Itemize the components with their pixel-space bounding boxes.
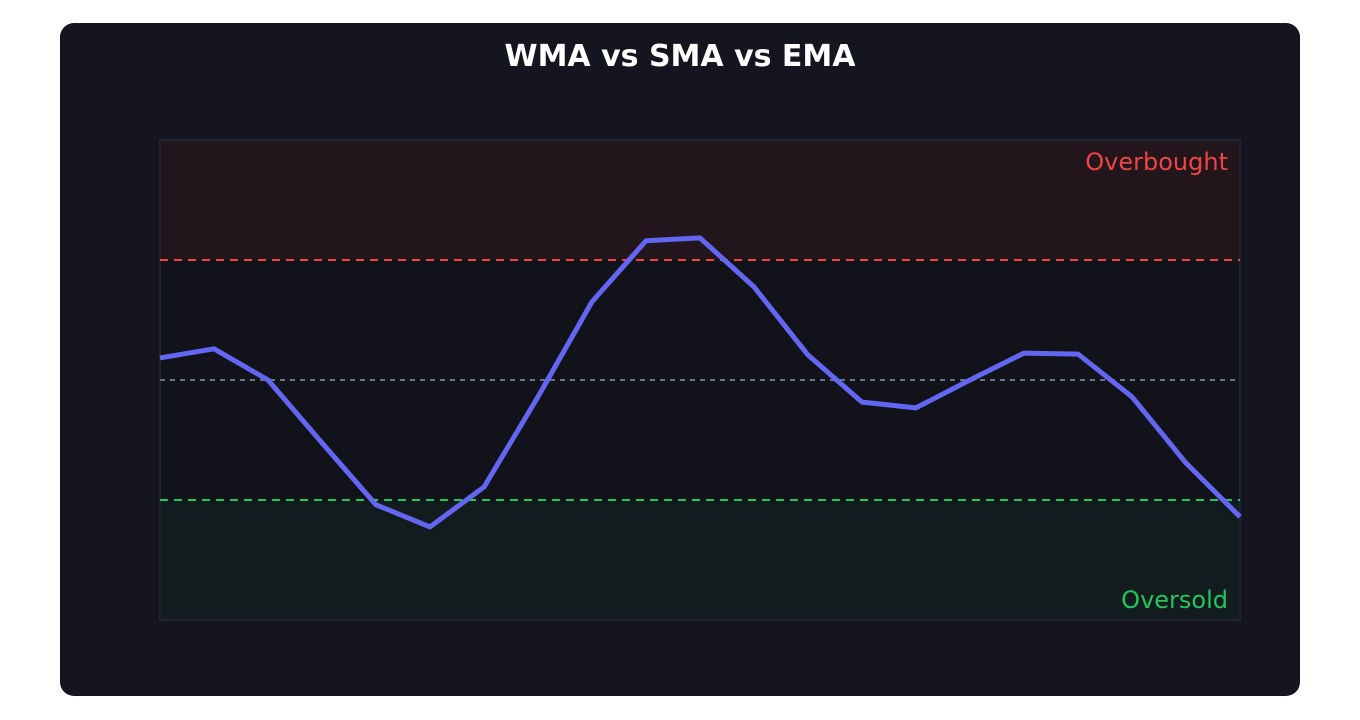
chart-title: WMA vs SMA vs EMA bbox=[504, 39, 856, 74]
oversold-label: Oversold bbox=[1121, 586, 1228, 614]
rsi-line bbox=[159, 235, 1242, 530]
overbought-zone bbox=[161, 141, 1239, 260]
overbought-label: Overbought bbox=[1085, 148, 1228, 176]
oversold-zone bbox=[161, 500, 1239, 619]
